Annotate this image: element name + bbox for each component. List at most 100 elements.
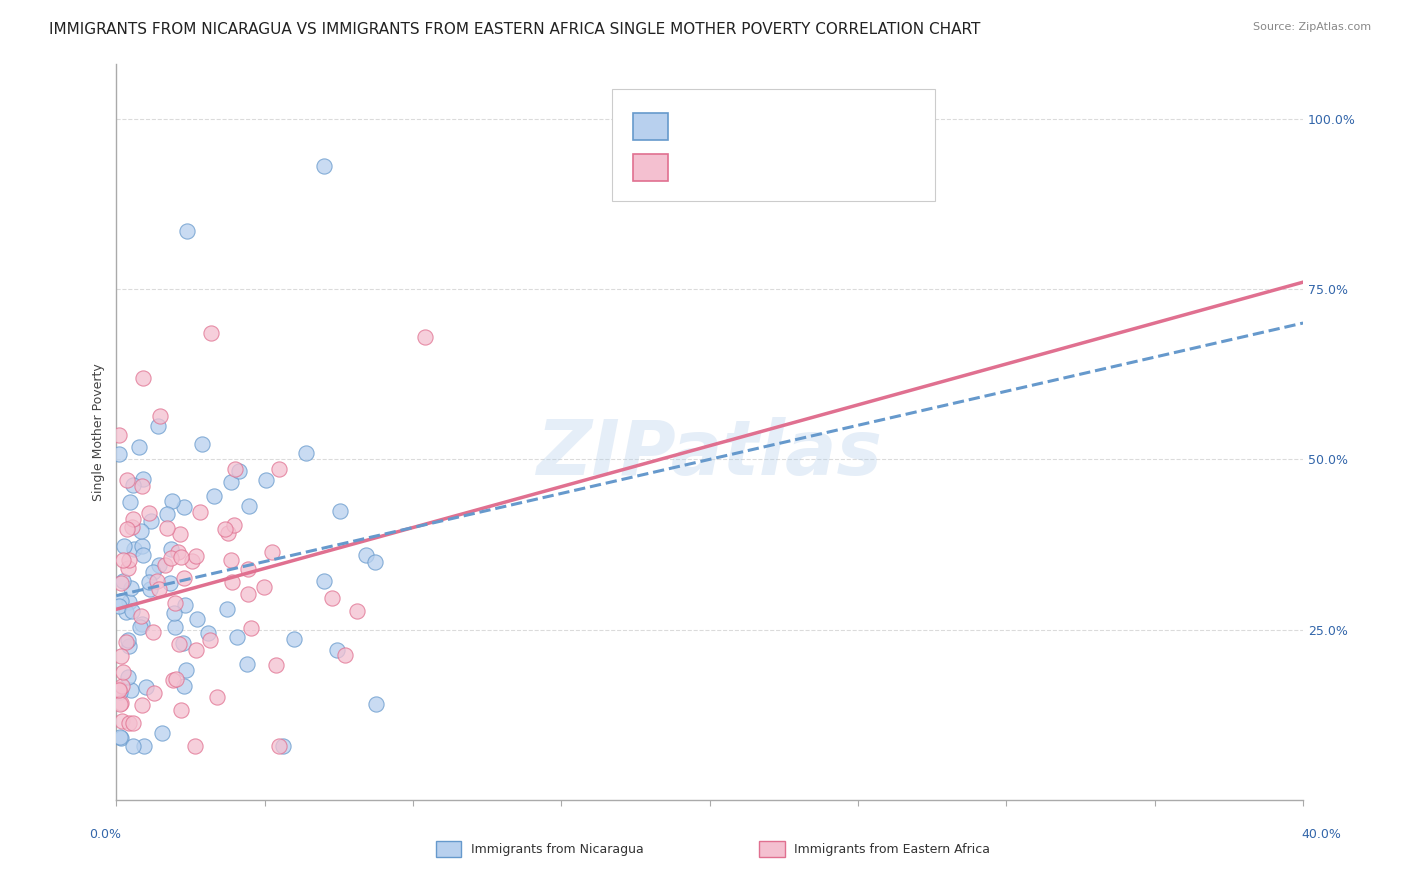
Point xyxy=(169,526,191,541)
Point xyxy=(180,554,202,568)
Text: 0.0%: 0.0% xyxy=(90,828,121,840)
Point xyxy=(118,595,141,609)
Point xyxy=(134,739,156,753)
Point xyxy=(117,633,139,648)
Text: Immigrants from Eastern Africa: Immigrants from Eastern Africa xyxy=(794,843,990,855)
Point xyxy=(118,715,141,730)
Point xyxy=(108,427,131,442)
Point xyxy=(200,326,222,340)
Point xyxy=(176,224,198,238)
Point xyxy=(260,545,283,559)
Point xyxy=(228,464,250,478)
Point xyxy=(129,524,152,538)
Point xyxy=(121,604,143,618)
Point xyxy=(253,580,276,594)
Point xyxy=(217,525,239,540)
Text: R = 0.476   N = 68: R = 0.476 N = 68 xyxy=(682,159,866,177)
Point xyxy=(221,574,243,589)
Point xyxy=(267,462,290,476)
Point xyxy=(110,697,132,711)
Point xyxy=(173,599,195,613)
Point xyxy=(111,552,134,566)
Point xyxy=(156,521,179,535)
Text: R = 0.254   N = 69: R = 0.254 N = 69 xyxy=(682,118,866,136)
Point xyxy=(121,581,143,595)
Point xyxy=(110,696,132,710)
Point xyxy=(283,632,305,646)
Point xyxy=(138,574,160,589)
Point xyxy=(162,673,184,687)
Point xyxy=(207,690,229,704)
Point xyxy=(159,575,181,590)
Point xyxy=(111,665,134,680)
Point xyxy=(108,682,131,697)
Point xyxy=(112,574,135,589)
Point xyxy=(217,602,239,616)
Point xyxy=(142,624,165,639)
Point xyxy=(364,555,387,569)
Point xyxy=(142,686,165,700)
Point xyxy=(121,715,143,730)
Y-axis label: Single Mother Poverty: Single Mother Poverty xyxy=(93,363,105,501)
Point xyxy=(108,681,131,696)
Point xyxy=(131,479,153,493)
Point xyxy=(326,642,349,657)
Point xyxy=(131,539,153,553)
Point xyxy=(110,731,132,745)
Point xyxy=(335,648,357,662)
Point xyxy=(131,698,153,713)
Point xyxy=(121,520,143,534)
Point xyxy=(115,605,138,619)
Point xyxy=(165,620,187,634)
Point xyxy=(135,680,157,694)
Point xyxy=(329,504,352,518)
Point xyxy=(236,657,259,671)
Point xyxy=(122,512,145,526)
Point xyxy=(156,507,179,521)
Point xyxy=(214,522,236,536)
Point xyxy=(166,544,188,558)
Point xyxy=(264,658,287,673)
Point xyxy=(142,565,165,579)
Point xyxy=(167,637,190,651)
Point xyxy=(131,371,153,385)
Text: ZIPatlas: ZIPatlas xyxy=(537,417,883,491)
Point xyxy=(118,639,141,653)
Point xyxy=(184,739,207,753)
Point xyxy=(273,739,295,753)
Point xyxy=(111,714,134,728)
Point xyxy=(129,609,152,624)
Point xyxy=(150,726,173,740)
Point xyxy=(108,599,131,613)
Point xyxy=(314,574,336,588)
Point xyxy=(238,562,260,576)
Point xyxy=(120,494,142,508)
Point xyxy=(120,682,142,697)
Point xyxy=(160,541,183,556)
Point xyxy=(184,643,207,657)
Point xyxy=(163,606,186,620)
Point xyxy=(173,571,195,585)
Point xyxy=(110,576,132,591)
Point xyxy=(240,621,263,635)
Point xyxy=(219,552,242,566)
Point xyxy=(111,679,134,693)
Point xyxy=(160,494,183,508)
Point xyxy=(169,703,191,717)
Point xyxy=(149,409,172,424)
Point xyxy=(155,558,177,573)
Point xyxy=(131,616,153,631)
Point xyxy=(254,473,277,487)
Point xyxy=(170,549,193,564)
Point xyxy=(191,437,214,451)
Point xyxy=(114,634,136,648)
Point xyxy=(173,500,195,514)
Point xyxy=(145,574,167,588)
Point xyxy=(138,506,160,520)
Point xyxy=(186,612,208,626)
Point xyxy=(141,514,163,528)
Point xyxy=(139,582,162,596)
Point xyxy=(172,636,194,650)
Point xyxy=(197,625,219,640)
Point xyxy=(174,663,197,677)
